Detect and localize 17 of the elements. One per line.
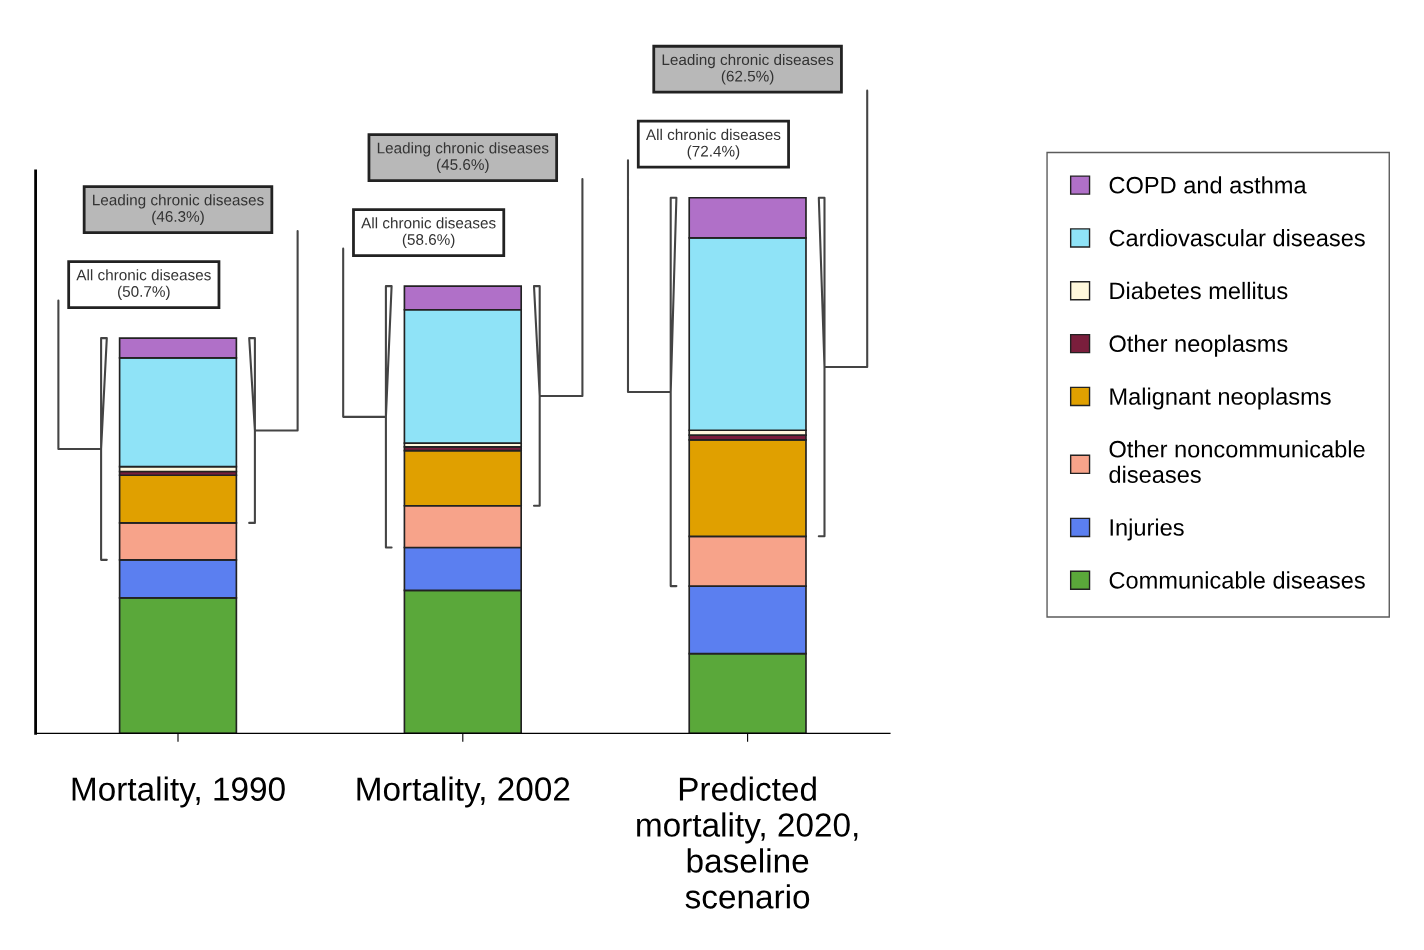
legend-label: Other neoplasms — [1109, 334, 1288, 357]
legend-label: Diabetes mellitus — [1110, 281, 1288, 300]
legend-label: Cardiovascular diseases — [1109, 229, 1365, 247]
legend-label: Other noncommunicable diseases — [1109, 440, 1365, 484]
annotation: All chronic diseases (58.6%) — [361, 217, 496, 248]
legend-label: Malignant neoplasms — [1110, 387, 1331, 410]
x-tick-label: Mortality, 1990 — [72, 776, 285, 808]
x-tick-label: Mortality, 2002 — [357, 776, 570, 808]
text: Leading chronic diseases (45.6%) — [377, 142, 549, 173]
annotation: All chronic diseases (50.7%) — [76, 269, 211, 300]
text: Leading chronic diseases (62.5%) — [662, 53, 834, 85]
legend-label: COPD and asthma — [1109, 176, 1307, 194]
x-tick-label: Predicted mortality, 2020, baseline scenario — [637, 776, 858, 909]
text: All chronic diseases (72.4%) — [645, 128, 781, 160]
legend-label: Injuries — [1110, 518, 1184, 541]
annotation: Leading chronic diseases (46.3%) — [93, 194, 264, 225]
legend-label: Communicable diseases — [1109, 571, 1365, 589]
